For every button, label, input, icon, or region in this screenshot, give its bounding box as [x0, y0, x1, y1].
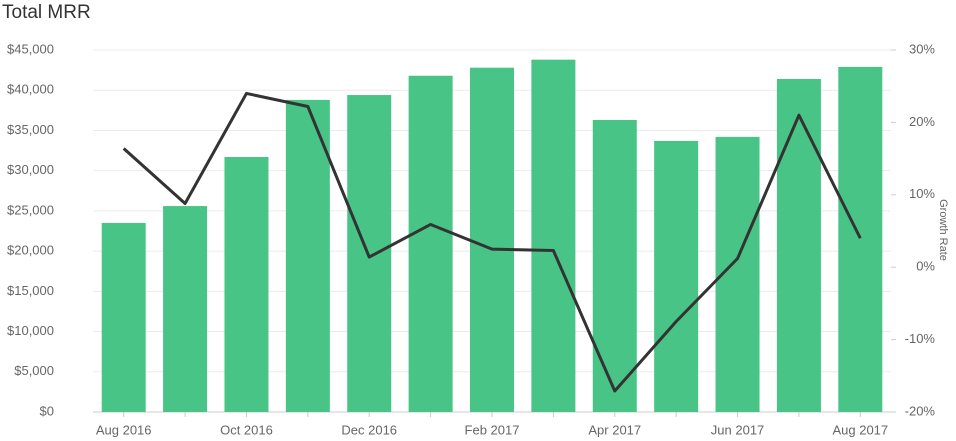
y-tick-label: $15,000 [7, 283, 54, 298]
bar [408, 75, 453, 413]
x-tick-label: Oct 2016 [220, 422, 273, 437]
y-tick-label: $40,000 [7, 82, 54, 97]
y-tick-label: $25,000 [7, 202, 54, 217]
bar [224, 156, 269, 412]
bar [285, 99, 330, 413]
y-tick-label: $30,000 [7, 162, 54, 177]
y2-tick-label: 20% [909, 114, 935, 129]
y2-tick-label: 10% [909, 186, 935, 201]
y-tick-label: $5,000 [14, 363, 54, 378]
bar [101, 222, 146, 412]
y-tick-label: $45,000 [7, 41, 54, 56]
y-tick-label: $35,000 [7, 122, 54, 137]
y-tick-label: $0 [40, 403, 54, 418]
x-tick-label: Dec 2016 [341, 422, 397, 437]
y2-tick-label: -10% [905, 331, 936, 346]
x-tick-label: Aug 2017 [832, 422, 888, 437]
y-tick-label: $20,000 [7, 243, 54, 258]
x-tick-label: Jun 2017 [711, 422, 765, 437]
x-tick-label: Feb 2017 [465, 422, 520, 437]
bar [838, 66, 883, 412]
growth-line [122, 91, 862, 393]
chart-title: Total MRR [2, 2, 91, 23]
y2-tick-label: 30% [909, 41, 935, 56]
bar [592, 119, 637, 412]
bar [531, 59, 576, 413]
y2-tick-label: 0% [916, 259, 935, 274]
x-tick-label: Apr 2017 [588, 422, 641, 437]
bar [470, 67, 514, 412]
y-tick-label: $10,000 [7, 323, 54, 338]
bar [654, 140, 699, 412]
y2-tick-label: -20% [905, 403, 936, 418]
bar [776, 78, 821, 413]
y2-axis-label: Growth Rate [937, 199, 949, 261]
x-tick-label: Aug 2016 [96, 422, 152, 437]
bar [163, 206, 208, 412]
